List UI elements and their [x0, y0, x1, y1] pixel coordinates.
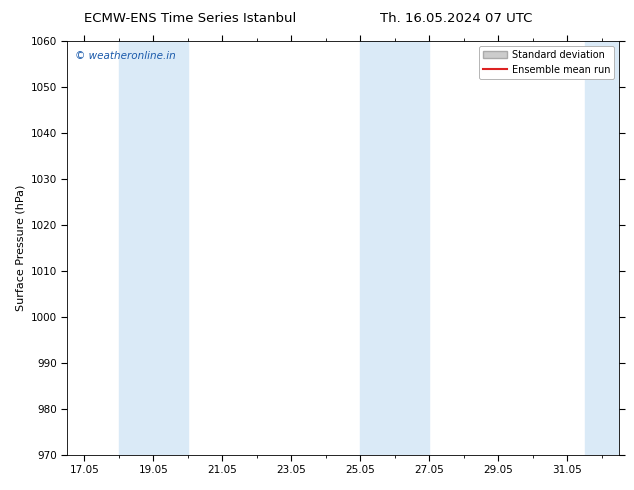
- Bar: [360, 41, 429, 455]
- Text: © weatheronline.in: © weatheronline.in: [75, 51, 176, 61]
- Bar: [119, 41, 188, 455]
- Text: Th. 16.05.2024 07 UTC: Th. 16.05.2024 07 UTC: [380, 12, 533, 25]
- Legend: Standard deviation, Ensemble mean run: Standard deviation, Ensemble mean run: [479, 46, 614, 78]
- Text: ECMW-ENS Time Series Istanbul: ECMW-ENS Time Series Istanbul: [84, 12, 296, 25]
- Bar: [585, 41, 619, 455]
- Y-axis label: Surface Pressure (hPa): Surface Pressure (hPa): [15, 185, 25, 311]
